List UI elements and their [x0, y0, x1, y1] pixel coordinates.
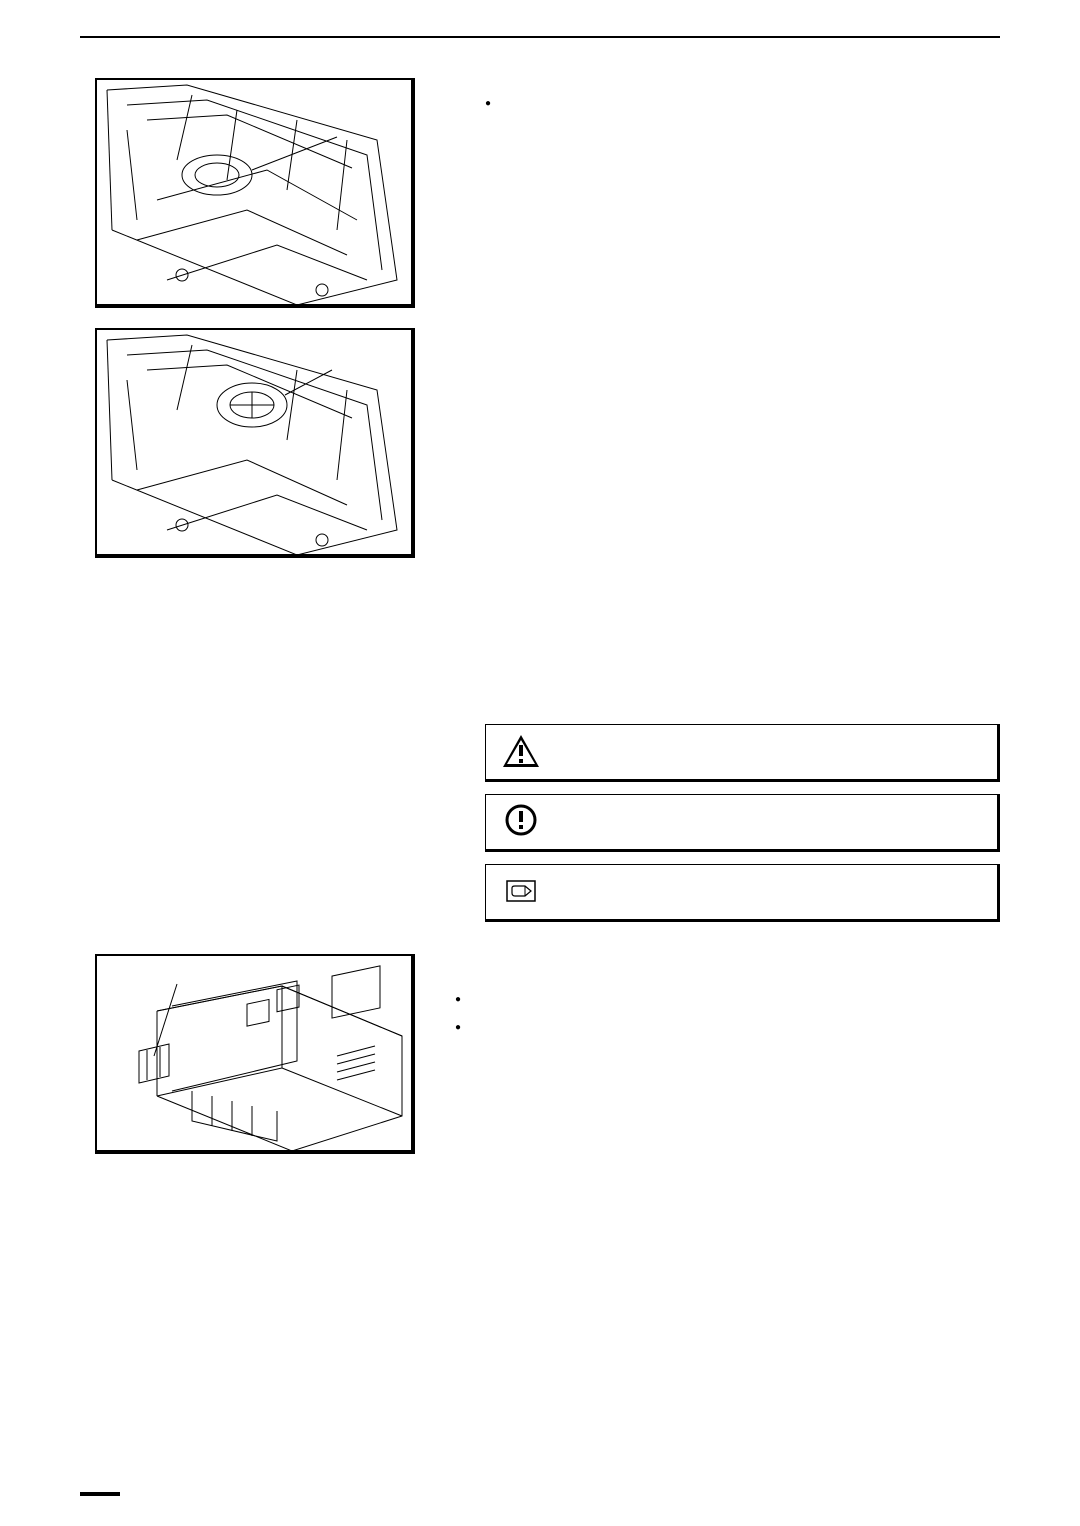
content-area [95, 78, 1000, 1174]
step9-body [455, 984, 1000, 1046]
step9-bullet1 [455, 990, 1000, 1010]
figures-column-bottom [95, 954, 415, 1174]
step6-text-col [445, 78, 1000, 578]
page-header [80, 30, 1000, 38]
caution-callout [485, 794, 1000, 852]
step6-bullets [485, 94, 1000, 114]
caution-icon-wrap [496, 803, 546, 841]
step7-text-col [445, 708, 1000, 934]
warning-callout [485, 724, 1000, 782]
figure-power-on [95, 954, 415, 1154]
figure-pressure-plate [95, 78, 415, 308]
warning-triangle-icon [501, 733, 541, 769]
figures-column-top [95, 78, 415, 578]
caution-circle-icon [501, 803, 541, 839]
figure-screw [95, 328, 415, 558]
spacer-col [95, 708, 415, 934]
page-number-block [80, 1492, 134, 1496]
warning-icon-wrap [496, 733, 546, 771]
step89-text-col [445, 954, 1000, 1174]
step89-row [95, 954, 1000, 1174]
step6-bullet1 [485, 94, 1000, 114]
tech-illustration-b [97, 330, 415, 558]
step9-bullet2 [455, 1018, 1000, 1038]
step9 [445, 984, 1000, 1046]
tech-illustration-c [97, 956, 415, 1154]
tech-illustration-a [97, 80, 415, 308]
step8 [445, 954, 1000, 964]
note-icon-wrap [496, 873, 546, 911]
note-hand-icon [501, 873, 541, 909]
step6-row [95, 78, 1000, 578]
step7-row [95, 708, 1000, 934]
step9-bullets [455, 990, 1000, 1038]
note-callout [485, 864, 1000, 922]
